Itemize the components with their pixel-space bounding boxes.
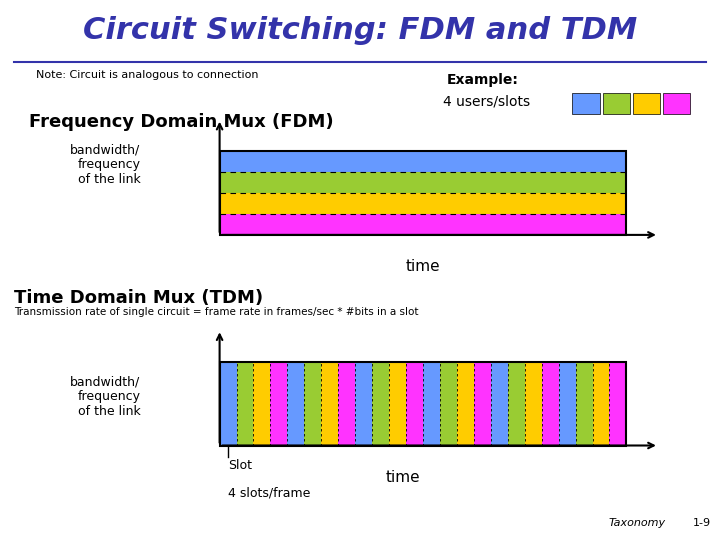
Bar: [220, 362, 626, 446]
Bar: [220, 214, 626, 235]
Text: bandwidth/
frequency
of the link: bandwidth/ frequency of the link: [70, 143, 140, 186]
Bar: [572, 93, 600, 114]
Bar: [355, 362, 372, 446]
Bar: [338, 362, 355, 446]
Bar: [220, 193, 626, 214]
Text: Circuit Switching: FDM and TDM: Circuit Switching: FDM and TDM: [83, 16, 637, 45]
Bar: [491, 362, 508, 446]
Bar: [423, 362, 440, 446]
Bar: [253, 362, 271, 446]
Bar: [633, 93, 660, 114]
Bar: [287, 362, 305, 446]
Bar: [609, 362, 626, 446]
Bar: [220, 151, 626, 172]
Text: 1-9: 1-9: [693, 518, 711, 528]
Bar: [525, 362, 541, 446]
Text: 4 slots/frame: 4 slots/frame: [228, 486, 310, 499]
Text: Note: Circuit is analogous to connection: Note: Circuit is analogous to connection: [36, 70, 258, 80]
Bar: [541, 362, 559, 446]
Text: time: time: [385, 470, 420, 485]
Text: Slot: Slot: [228, 459, 252, 472]
Bar: [457, 362, 474, 446]
Text: Taxonomy: Taxonomy: [608, 518, 665, 528]
Bar: [389, 362, 406, 446]
Bar: [559, 362, 575, 446]
Text: time: time: [405, 259, 441, 274]
Bar: [237, 362, 253, 446]
Bar: [220, 172, 626, 193]
Bar: [305, 362, 321, 446]
Bar: [372, 362, 389, 446]
Bar: [508, 362, 525, 446]
Text: Frequency Domain Mux (FDM): Frequency Domain Mux (FDM): [29, 113, 333, 131]
Text: Transmission rate of single circuit = frame rate in frames/sec * #bits in a slot: Transmission rate of single circuit = fr…: [14, 307, 419, 317]
Bar: [575, 362, 593, 446]
Bar: [406, 362, 423, 446]
Bar: [603, 93, 630, 114]
Text: 4 users/slots: 4 users/slots: [443, 94, 530, 109]
Bar: [663, 93, 690, 114]
Bar: [440, 362, 457, 446]
Bar: [271, 362, 287, 446]
Bar: [321, 362, 338, 446]
Bar: [220, 151, 626, 235]
Text: bandwidth/
frequency
of the link: bandwidth/ frequency of the link: [70, 375, 140, 418]
Bar: [474, 362, 491, 446]
Text: Example:: Example:: [446, 73, 518, 87]
Text: Time Domain Mux (TDM): Time Domain Mux (TDM): [14, 289, 264, 307]
Bar: [220, 362, 237, 446]
Bar: [593, 362, 609, 446]
